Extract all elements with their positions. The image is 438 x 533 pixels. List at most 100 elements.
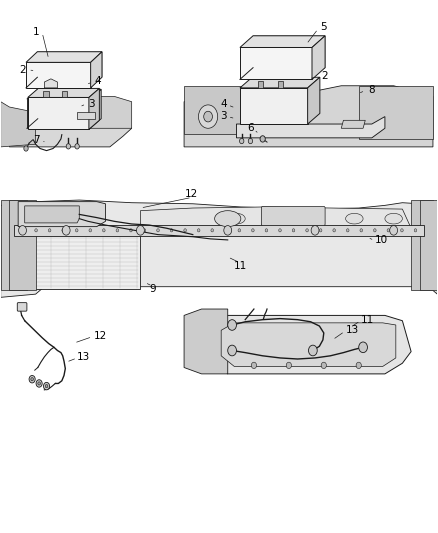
Polygon shape — [341, 120, 365, 128]
Circle shape — [228, 320, 237, 330]
Circle shape — [356, 362, 361, 368]
Polygon shape — [359, 86, 433, 139]
Text: 9: 9 — [149, 284, 156, 294]
Text: 3: 3 — [220, 110, 227, 120]
Circle shape — [29, 375, 35, 383]
Ellipse shape — [306, 213, 324, 224]
Circle shape — [198, 105, 218, 128]
Circle shape — [45, 384, 48, 387]
Circle shape — [143, 229, 146, 232]
Bar — [62, 91, 67, 98]
Circle shape — [21, 229, 24, 232]
Polygon shape — [221, 323, 396, 367]
Bar — [278, 82, 283, 88]
Polygon shape — [37, 52, 102, 77]
Circle shape — [137, 225, 145, 235]
Circle shape — [75, 229, 78, 232]
Polygon shape — [184, 86, 241, 134]
Circle shape — [62, 225, 70, 235]
Text: 2: 2 — [19, 65, 26, 75]
Polygon shape — [27, 99, 90, 128]
Circle shape — [240, 139, 244, 144]
Circle shape — [333, 229, 336, 232]
Circle shape — [321, 362, 326, 368]
Circle shape — [228, 345, 237, 356]
Polygon shape — [184, 86, 433, 147]
Circle shape — [184, 229, 187, 232]
Circle shape — [24, 146, 28, 151]
Polygon shape — [25, 206, 79, 223]
Polygon shape — [91, 52, 102, 88]
Circle shape — [251, 229, 254, 232]
Circle shape — [102, 229, 105, 232]
Circle shape — [374, 229, 376, 232]
Text: 4: 4 — [94, 77, 101, 86]
Circle shape — [359, 342, 367, 353]
Circle shape — [62, 229, 64, 232]
Polygon shape — [26, 62, 91, 88]
Text: 13: 13 — [77, 352, 90, 362]
Text: 11: 11 — [361, 314, 374, 325]
Polygon shape — [201, 316, 411, 374]
Text: 13: 13 — [346, 325, 359, 335]
Circle shape — [75, 144, 79, 149]
Polygon shape — [1, 200, 437, 297]
Circle shape — [292, 229, 295, 232]
Bar — [258, 82, 263, 88]
Circle shape — [66, 144, 71, 149]
Circle shape — [170, 229, 173, 232]
Text: 11: 11 — [233, 261, 247, 271]
Polygon shape — [307, 77, 320, 124]
FancyBboxPatch shape — [261, 206, 325, 225]
Circle shape — [279, 229, 281, 232]
Circle shape — [224, 225, 232, 235]
Polygon shape — [184, 309, 228, 374]
Circle shape — [35, 229, 37, 232]
Circle shape — [319, 229, 322, 232]
Polygon shape — [240, 88, 307, 124]
Circle shape — [38, 382, 40, 385]
Polygon shape — [1, 102, 35, 147]
Circle shape — [198, 229, 200, 232]
Polygon shape — [77, 112, 95, 119]
Text: 12: 12 — [185, 189, 198, 199]
Circle shape — [130, 229, 132, 232]
Polygon shape — [240, 47, 312, 79]
Circle shape — [346, 229, 349, 232]
Text: 5: 5 — [321, 22, 327, 33]
Text: 1: 1 — [33, 27, 40, 37]
Text: 2: 2 — [321, 71, 328, 81]
Circle shape — [211, 229, 214, 232]
Ellipse shape — [215, 211, 241, 227]
Polygon shape — [1, 200, 27, 290]
Polygon shape — [71, 96, 132, 128]
Circle shape — [387, 229, 390, 232]
Circle shape — [43, 382, 49, 390]
Text: 10: 10 — [375, 236, 388, 246]
Circle shape — [390, 225, 398, 235]
Circle shape — [48, 229, 51, 232]
Ellipse shape — [267, 213, 285, 224]
Polygon shape — [240, 36, 325, 47]
Polygon shape — [10, 200, 35, 290]
Polygon shape — [253, 36, 325, 68]
Circle shape — [31, 377, 33, 381]
Polygon shape — [18, 201, 106, 227]
Text: 6: 6 — [247, 123, 254, 133]
FancyBboxPatch shape — [17, 303, 27, 311]
Polygon shape — [38, 90, 101, 119]
Polygon shape — [240, 77, 320, 88]
Ellipse shape — [385, 213, 403, 224]
Circle shape — [18, 225, 26, 235]
Circle shape — [308, 345, 317, 356]
Circle shape — [260, 136, 265, 142]
Text: 8: 8 — [368, 85, 375, 95]
Polygon shape — [27, 90, 101, 99]
Ellipse shape — [346, 213, 363, 224]
Circle shape — [157, 229, 159, 232]
Polygon shape — [28, 98, 89, 130]
Polygon shape — [14, 225, 424, 236]
Polygon shape — [411, 200, 433, 290]
Circle shape — [306, 229, 308, 232]
Polygon shape — [44, 79, 57, 88]
